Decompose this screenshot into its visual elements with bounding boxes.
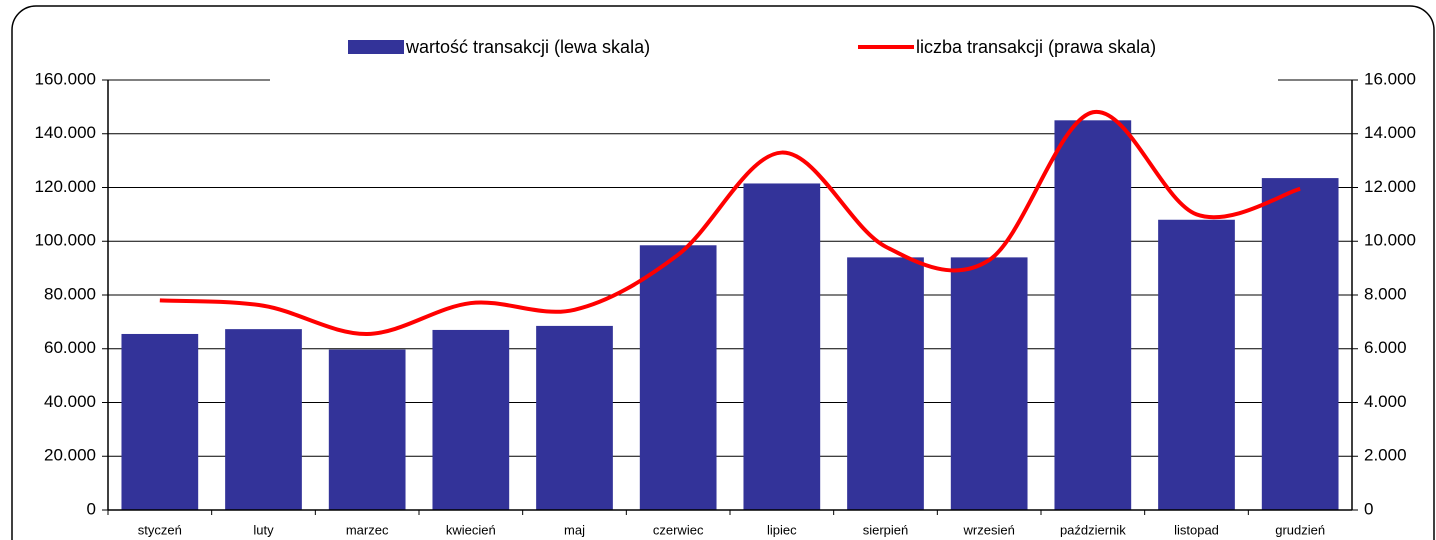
y2-tick-label: 10.000: [1364, 231, 1416, 250]
x-tick-label: lipiec: [767, 522, 797, 537]
bar: [1158, 219, 1235, 510]
y2-tick-label: 0: [1364, 499, 1373, 518]
legend-swatch: [348, 40, 404, 54]
x-tick-label: sierpień: [863, 522, 909, 537]
bar: [1261, 178, 1339, 510]
bar: [639, 245, 717, 510]
y2-tick-label: 6.000: [1364, 338, 1407, 357]
legend-label: liczba transakcji (prawa skala): [916, 37, 1156, 57]
bar: [328, 349, 406, 510]
x-tick-label: maj: [564, 522, 585, 537]
line: [159, 110, 1301, 336]
y2-tick-label: 4.000: [1364, 392, 1407, 411]
y2-tick-label: 2.000: [1364, 446, 1407, 465]
x-tick-label: styczeń: [138, 522, 182, 537]
bar: [432, 329, 510, 510]
y2-tick-label: 16.000: [1364, 69, 1416, 88]
x-tick-label: październik: [1060, 522, 1126, 537]
legend-box: [270, 30, 1278, 86]
x-tick-label: czerwiec: [653, 522, 704, 537]
y-tick-label: 40.000: [44, 392, 96, 411]
x-tick-label: luty: [253, 522, 274, 537]
y-tick-label: 140.000: [35, 123, 96, 142]
bar: [1054, 120, 1132, 510]
x-tick-label: kwiecień: [446, 522, 496, 537]
x-tick-label: marzec: [346, 522, 389, 537]
y-tick-label: 80.000: [44, 284, 96, 303]
bar: [950, 257, 1028, 510]
x-tick-label: grudzień: [1275, 522, 1325, 537]
x-tick-label: wrzesień: [963, 522, 1015, 537]
y2-tick-label: 12.000: [1364, 177, 1416, 196]
y-tick-label: 20.000: [44, 446, 96, 465]
bar: [121, 333, 199, 510]
bar: [743, 183, 821, 510]
y2-tick-label: 8.000: [1364, 284, 1407, 303]
x-tick-label: listopad: [1174, 522, 1219, 537]
y-tick-label: 160.000: [35, 69, 96, 88]
y-tick-label: 0: [87, 499, 96, 518]
y2-tick-label: 14.000: [1364, 123, 1416, 142]
legend-label: wartość transakcji (lewa skala): [405, 37, 650, 57]
bar: [536, 325, 613, 510]
bar: [847, 257, 924, 510]
y-tick-label: 120.000: [35, 177, 96, 196]
y-tick-label: 60.000: [44, 338, 96, 357]
y-tick-label: 100.000: [35, 231, 96, 250]
bar: [225, 329, 302, 510]
